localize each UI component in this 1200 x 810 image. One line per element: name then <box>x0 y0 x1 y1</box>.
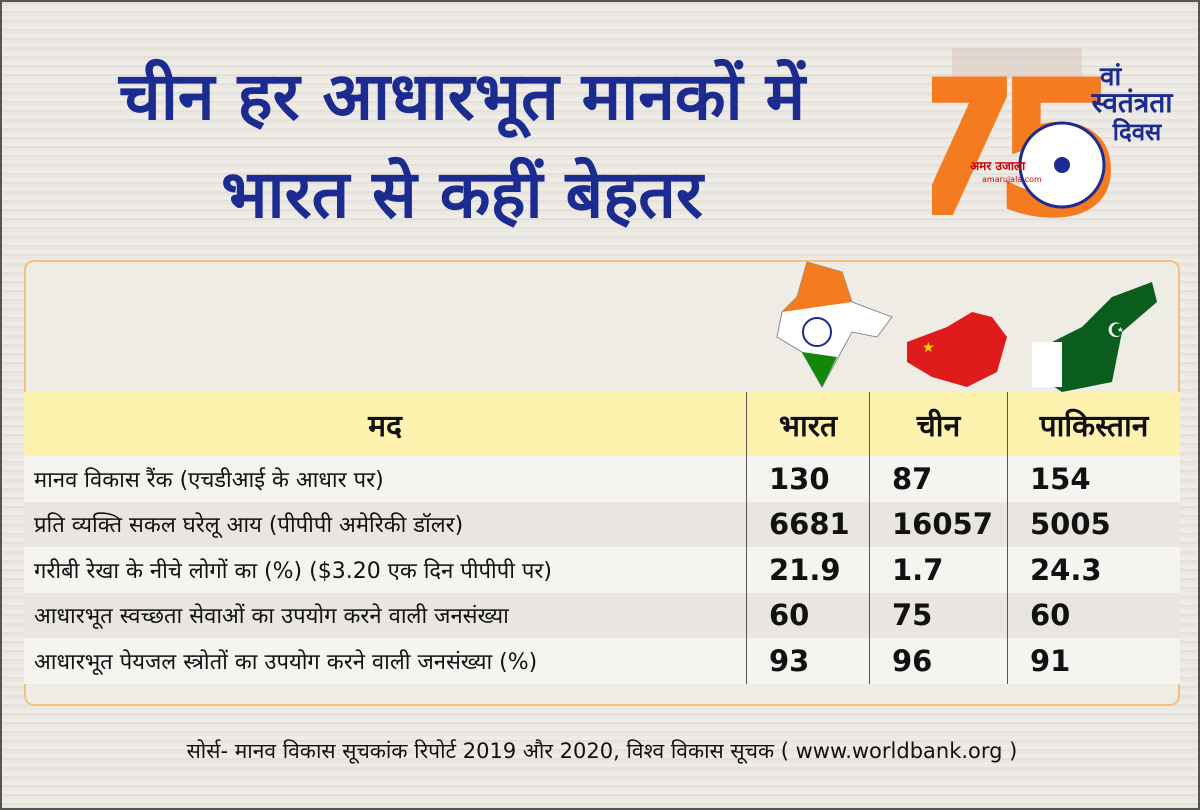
cell-value: 154 <box>1007 456 1180 502</box>
svg-text:☪: ☪ <box>1107 318 1125 342</box>
row-label: मानव विकास रैंक (एचडीआई के आधार पर) <box>24 456 747 502</box>
logo: 75 वां स्वतंत्रता दिवस अमर उजाला amaruja… <box>932 40 1174 240</box>
cell-value: 5005 <box>1007 501 1180 547</box>
table-row: प्रति व्यक्ति सकल घरेलू आय (पीपीपी अमेरि… <box>24 501 1180 547</box>
cell-value: 75 <box>869 592 1008 638</box>
cell-value: 60 <box>1007 592 1180 638</box>
cell-value: 16057 <box>869 501 1008 547</box>
logo-brand-site: amarujala.com <box>982 175 1042 184</box>
cell-value: 87 <box>869 456 1008 502</box>
row-label: प्रति व्यक्ति सकल घरेलू आय (पीपीपी अमेरि… <box>24 501 747 547</box>
cell-value: 60 <box>746 592 870 638</box>
logo-line: स्वतंत्रता <box>1090 86 1174 119</box>
cell-value: 24.3 <box>1007 547 1180 593</box>
column-header: मद <box>24 392 747 456</box>
cell-value: 1.7 <box>869 547 1008 593</box>
data-table: मद भारत चीन पाकिस्तान मानव विकास रैंक (ए… <box>24 392 1180 684</box>
cell-value: 93 <box>746 638 870 684</box>
cell-value: 21.9 <box>746 547 870 593</box>
table-row: मानव विकास रैंक (एचडीआई के आधार पर) 130 87… <box>24 456 1180 502</box>
logo-suffix: वां <box>1099 62 1122 92</box>
table-row: गरीबी रेखा के नीचे लोगों का (%) ($3.20 ए… <box>24 547 1180 593</box>
table-row: आधारभूत पेयजल स्त्रोतों का उपयोग करने वा… <box>24 638 1180 684</box>
row-label: गरीबी रेखा के नीचे लोगों का (%) ($3.20 ए… <box>24 547 747 593</box>
title-line: चीन हर आधारभूत मानकों में <box>118 58 806 135</box>
table-body: मानव विकास रैंक (एचडीआई के आधार पर) 130 87… <box>24 456 1180 684</box>
source-note: सोर्स- मानव विकास सूचकांक रिपोर्ट 2019 औ… <box>186 739 1018 763</box>
column-header: चीन <box>869 392 1008 456</box>
row-label: आधारभूत स्वच्छता सेवाओं का उपयोग करने वा… <box>24 592 747 638</box>
cell-value: 96 <box>869 638 1008 684</box>
logo-brand: अमर उजाला <box>970 159 1026 173</box>
column-header: भारत <box>746 392 870 456</box>
row-label: आधारभूत पेयजल स्त्रोतों का उपयोग करने वा… <box>24 638 747 684</box>
country-maps: ★ ☪ <box>776 261 1157 392</box>
table-row: आधारभूत स्वच्छता सेवाओं का उपयोग करने वा… <box>24 592 1180 638</box>
cell-value: 6681 <box>746 501 870 547</box>
cell-value: 91 <box>1007 638 1180 684</box>
logo-line: दिवस <box>1112 118 1162 146</box>
title-line: भारत से कहीं बेहतर <box>221 156 703 233</box>
column-header: पाकिस्तान <box>1007 392 1180 456</box>
cell-value: 130 <box>746 456 870 502</box>
svg-text:★: ★ <box>922 340 935 356</box>
